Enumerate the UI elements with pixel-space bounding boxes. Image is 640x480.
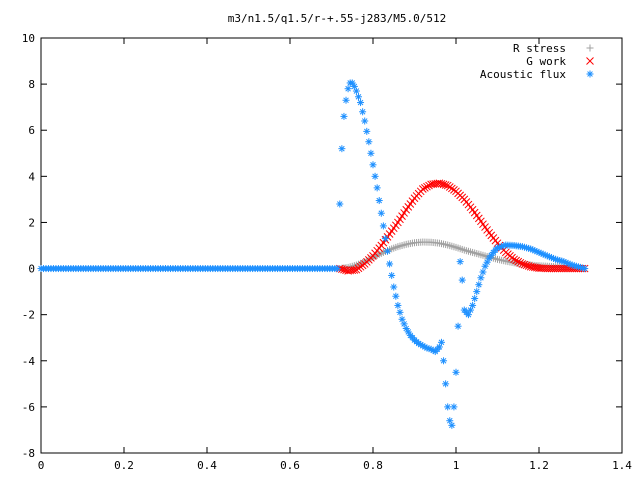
series-acoustic-flux [37,79,589,429]
data-point [367,149,375,157]
data-point [350,266,359,274]
data-point [333,265,341,273]
data-point [510,255,518,264]
y-tick-label: -4 [22,355,36,368]
x-tick-label: 0.4 [197,459,217,472]
data-point [423,182,431,191]
data-point [458,276,466,284]
data-point [388,271,396,279]
data-point [390,283,398,291]
data-point [365,138,373,146]
y-tick-label: -8 [22,447,35,460]
data-point [361,117,369,125]
x-tick-label: 0 [38,459,45,472]
data-point [452,368,460,376]
data-point [471,295,479,303]
data-point [477,274,485,282]
data-point [340,112,348,120]
chart-title: m3/n1.5/q1.5/r-+.55-j283/M5.0/512 [228,12,447,25]
legend-label: G work [526,55,566,68]
x-tick-label: 1 [453,459,460,472]
data-point [516,258,525,267]
data-point [450,403,458,411]
y-tick-label: 2 [28,216,35,229]
y-tick-label: 10 [22,32,35,45]
data-point [338,145,346,153]
data-point [357,99,365,107]
x-tick-label: 0.8 [363,459,383,472]
data-point [456,258,464,266]
y-tick-label: 6 [28,124,35,137]
x-tick-label: 1.2 [529,459,549,472]
data-point [581,265,589,273]
y-tick-label: 0 [28,263,35,276]
plot-frame [40,37,623,454]
data-point [381,235,389,243]
data-point [520,260,529,269]
data-point [479,268,487,276]
data-point [442,380,450,388]
series-g-work [335,179,589,275]
data-point [512,256,521,265]
data-point [396,308,404,316]
data-point [342,96,350,104]
data-point [384,247,392,255]
data-point [440,357,448,365]
data-point [473,288,481,296]
data-point [437,338,445,346]
y-tick-label: 4 [28,170,35,183]
x-tick-label: 0.2 [114,459,134,472]
data-point [469,301,477,309]
y-axis: -8 -6 -4 -2 0 2 4 6 8 10 [22,32,622,460]
data-point [421,184,429,192]
x-axis: 0 0.2 0.4 0.6 0.8 1 1.2 1.4 [38,38,632,472]
data-point [475,281,483,289]
data-point [394,301,402,309]
plot-border [40,37,623,454]
y-tick-label: -6 [22,401,35,414]
data-point [444,403,452,411]
legend-marker [586,70,594,78]
data-point [354,93,362,101]
legend-label: Acoustic flux [480,68,566,81]
data-point [373,184,381,192]
data-point [371,172,379,180]
series-layer [37,79,589,429]
data-point [454,322,462,330]
data-point [425,181,433,190]
legend-marker [586,44,594,52]
y-tick-label: -2 [22,309,35,322]
data-point [352,87,360,95]
data-point [386,260,394,268]
data-point [448,421,456,429]
data-point [359,108,367,116]
data-point [363,127,371,135]
legend-label: R stress [513,42,566,55]
data-point [392,292,400,300]
x-tick-label: 1.4 [612,459,632,472]
data-point [514,257,523,266]
data-point [377,209,385,217]
data-point [336,200,344,208]
data-point [379,222,387,230]
x-tick-label: 0.6 [280,459,300,472]
data-point [441,181,450,189]
data-point [518,260,527,268]
data-point [418,185,427,193]
data-point [375,197,383,205]
legend-marker [586,57,594,65]
y-tick-label: 8 [28,78,35,91]
data-point [522,261,531,270]
data-point [369,161,377,169]
data-point [344,85,352,93]
